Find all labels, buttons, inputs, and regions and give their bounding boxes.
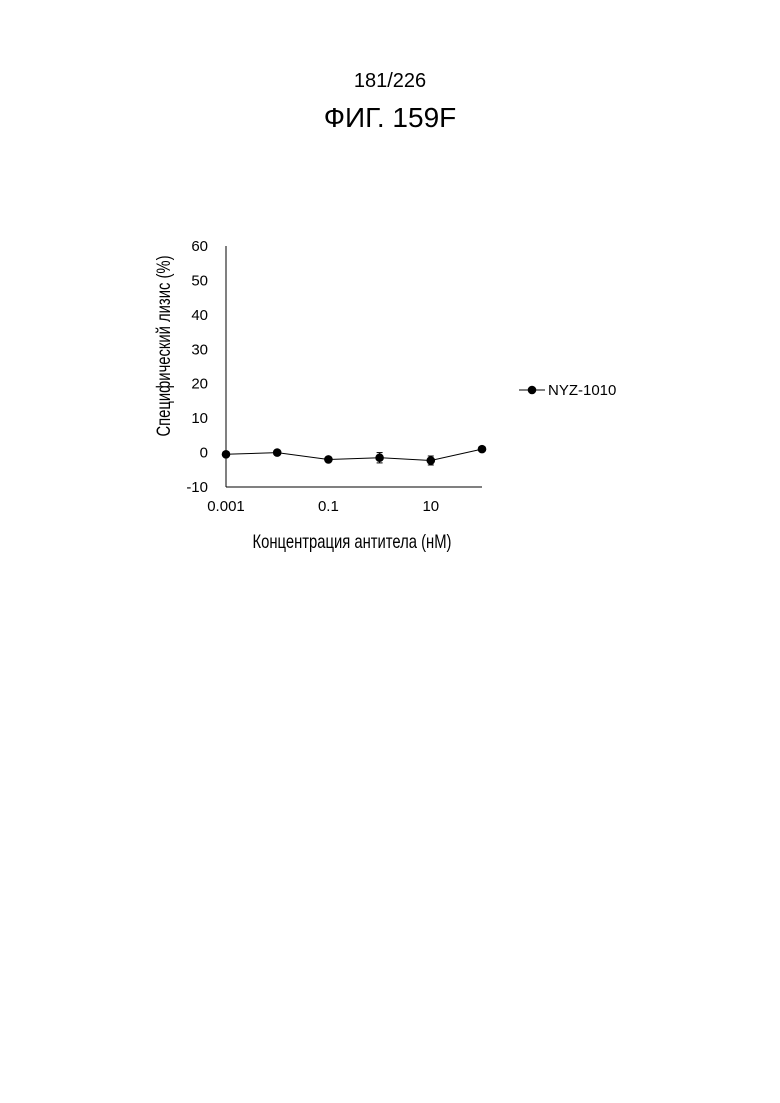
chart-legend: NYZ-1010 — [519, 382, 616, 399]
y-tick-label: -10 — [186, 479, 208, 496]
legend-marker — [528, 386, 537, 395]
chart-marks — [222, 445, 487, 465]
y-tick-label: 40 — [191, 307, 208, 324]
y-tick-label: 60 — [191, 238, 208, 255]
x-tick-label: 0.1 — [318, 498, 339, 515]
series-line — [226, 449, 482, 460]
y-tick-label: 20 — [191, 376, 208, 393]
y-tick-label: 0 — [200, 445, 208, 462]
data-point — [273, 448, 282, 457]
x-tick-label: 10 — [422, 498, 439, 515]
legend-label: NYZ-1010 — [548, 382, 616, 399]
y-tick-label: 50 — [191, 272, 208, 289]
x-tick-label: 0.001 — [207, 498, 245, 515]
y-axis-title: Специфический лизис (%) — [153, 255, 174, 436]
y-tick-label: 30 — [191, 341, 208, 358]
data-point — [222, 450, 231, 459]
data-point — [375, 453, 384, 462]
chart-ticks: 60 50 40 30 20 10 0 -10 0.001 0.1 10 — [186, 238, 439, 515]
y-tick-label: 10 — [191, 410, 208, 427]
data-point — [478, 445, 487, 454]
data-point — [324, 455, 333, 464]
chart-axes — [226, 246, 482, 487]
x-axis-title: Концентрация антитела (нМ) — [253, 531, 452, 552]
data-point — [427, 456, 436, 465]
